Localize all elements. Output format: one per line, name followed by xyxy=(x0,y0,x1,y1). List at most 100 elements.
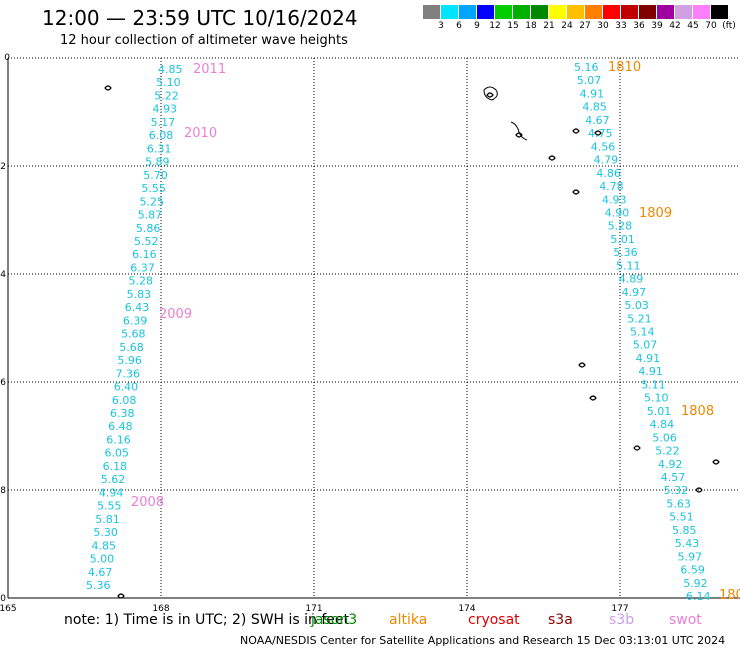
map-grid xyxy=(7,57,740,599)
wave-height-label: 5.16 xyxy=(574,61,599,74)
wave-height-label: 5.92 xyxy=(683,577,708,590)
legend-swatch xyxy=(711,5,729,19)
time-label: 1808 xyxy=(681,404,714,419)
wave-height-label: 5.83 xyxy=(127,288,152,301)
wave-height-label: 6.38 xyxy=(110,407,135,420)
wave-height-label: 4.92 xyxy=(658,458,683,471)
time-label: 1810 xyxy=(608,60,641,75)
legend-swatch xyxy=(459,5,477,19)
x-tick-label: 165 xyxy=(0,604,17,614)
wave-height-label: 5.25 xyxy=(140,195,165,208)
legend-label: 12 xyxy=(489,21,501,31)
wave-height-label: 4.97 xyxy=(622,286,647,299)
wave-height-label: 5.22 xyxy=(655,445,680,458)
legend-label: 42 xyxy=(669,21,681,31)
wave-height-label: 5.11 xyxy=(641,378,666,391)
island-outline xyxy=(695,487,703,493)
y-tick-label: -10 xyxy=(0,594,6,604)
satellite-legend-item: cryosat xyxy=(468,612,520,628)
y-tick-label: -4 xyxy=(0,270,6,280)
legend-swatch xyxy=(693,5,711,19)
island-outline xyxy=(572,128,580,134)
wave-height-label: 5.85 xyxy=(672,524,697,537)
legend-label: 21 xyxy=(543,21,555,31)
island-outline xyxy=(633,445,641,451)
island-outline xyxy=(104,85,112,91)
wave-height-label: 6.40 xyxy=(114,381,139,394)
legend-swatch xyxy=(621,5,639,19)
legend-swatch xyxy=(513,5,531,19)
wave-height-label: 5.97 xyxy=(678,550,703,563)
wave-height-label: 5.62 xyxy=(101,473,126,486)
wave-height-label: 5.87 xyxy=(138,209,163,222)
legend-label: 9 xyxy=(474,21,480,31)
wave-height-label: 4.57 xyxy=(661,471,686,484)
wave-height-label: 5.43 xyxy=(675,537,700,550)
wave-height-label: 4.75 xyxy=(588,127,613,140)
legend-swatch xyxy=(423,5,441,19)
wave-height-label: 5.55 xyxy=(141,182,166,195)
wave-height-label: 4.91 xyxy=(580,87,605,100)
wave-height-label: 4.67 xyxy=(585,114,610,127)
y-tick-label: -6 xyxy=(0,378,6,388)
altimeter-tracks: 4.855.105.224.935.176.086.315.895.705.55… xyxy=(86,60,740,603)
legend-label: 3 xyxy=(438,21,444,31)
wave-height-label: 5.00 xyxy=(90,553,115,566)
wave-height-label: 5.01 xyxy=(647,405,672,418)
wave-height-label: 5.10 xyxy=(644,392,669,405)
island-outline xyxy=(589,395,597,401)
legend-swatch xyxy=(639,5,657,19)
wave-height-label: 5.63 xyxy=(666,497,691,510)
island-outline xyxy=(572,189,580,195)
legend-label: 27 xyxy=(579,21,591,31)
legend-label: 33 xyxy=(615,21,627,31)
wave-height-label: 5.22 xyxy=(154,89,179,102)
axis-tick-labels: 165 168 171 174 177 0 -2 -4 -6 -8 -10 xyxy=(0,53,629,614)
time-label: 2008 xyxy=(131,495,164,510)
wave-height-label: 4.93 xyxy=(602,193,627,206)
wave-height-label: 6.43 xyxy=(125,301,149,314)
time-label: 2009 xyxy=(159,307,192,322)
island-outline xyxy=(515,132,523,138)
wave-height-label: 4.93 xyxy=(152,103,177,116)
wave-height-label: 6.16 xyxy=(132,248,157,261)
wave-height-label: 6.31 xyxy=(147,142,172,155)
legend-label: 39 xyxy=(651,21,663,31)
wave-height-label: 4.91 xyxy=(638,365,663,378)
legend-swatch xyxy=(567,5,585,19)
time-label: 2011 xyxy=(193,62,226,77)
wave-height-label: 5.55 xyxy=(97,500,122,513)
legend-swatch xyxy=(477,5,495,19)
wave-height-label: 5.68 xyxy=(119,341,144,354)
footnote: note: 1) Time is in UTC; 2) SWH is in fe… xyxy=(64,612,350,628)
island-outline xyxy=(594,130,602,136)
wave-height-label: 5.96 xyxy=(117,354,142,367)
wave-height-label: 6.59 xyxy=(680,564,705,577)
legend-label: 36 xyxy=(633,21,645,31)
wave-height-label: 6.05 xyxy=(104,447,129,460)
wave-height-label: 6.16 xyxy=(106,433,131,446)
wave-height-label: 5.89 xyxy=(145,156,170,169)
wave-height-label: 5.01 xyxy=(610,233,635,246)
y-tick-label: -8 xyxy=(0,486,6,496)
wave-height-label: 6.37 xyxy=(130,261,155,274)
y-tick-label: -2 xyxy=(0,162,6,172)
island-outline xyxy=(548,155,556,161)
satellite-legend-item: swot xyxy=(669,612,702,628)
wave-height-label: 5.28 xyxy=(608,220,633,233)
wave-height-label: 4.85 xyxy=(92,539,117,552)
satellite-legend-item: s3a xyxy=(548,612,573,628)
wave-height-label: 5.30 xyxy=(93,526,118,539)
island-outline xyxy=(578,362,586,368)
wave-height-label: 4.84 xyxy=(650,418,675,431)
x-tick-label: 174 xyxy=(458,604,475,614)
legend-label: 30 xyxy=(597,21,609,31)
legend-label: 15 xyxy=(507,21,519,31)
wave-height-label: 5.81 xyxy=(95,513,120,526)
time-label: 2010 xyxy=(184,126,217,141)
legend-swatch xyxy=(675,5,693,19)
wave-height-label: 5.07 xyxy=(633,339,658,352)
satellite-legend-item: altika xyxy=(389,612,428,628)
legend-label: (ft) xyxy=(722,21,736,31)
